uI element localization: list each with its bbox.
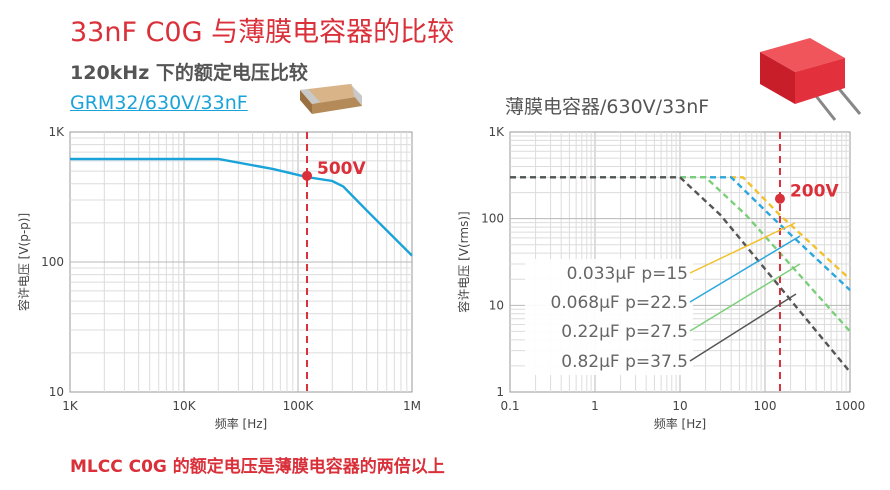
y-tick-label: 10 [489,298,504,312]
x-tick-label: 10K [172,399,196,413]
legend-box [525,259,693,375]
x-axis-label: 频率 [Hz] [215,416,268,431]
x-axis-label: 频率 [Hz] [654,416,707,431]
series-line [70,157,413,257]
y-tick-label: 1 [496,385,504,399]
series-line [510,176,851,281]
legend-leader-line [689,263,801,332]
mlcc-chip-icon [300,84,362,114]
series-line [510,176,851,333]
legend-entry: 0.068μF p=22.5 [550,293,688,313]
legend-leader-line [689,235,801,303]
x-tick-label: 1000 [835,399,866,413]
x-tick-label: 1M [403,399,421,413]
footer-note: MLCC C0G 的额定电压是薄膜电容器的两倍以上 [70,457,445,477]
x-tick-label: 1K [62,399,79,413]
mlcc-part-label: GRM32/630V/33nF [70,92,248,114]
x-tick-label: 0.1 [500,399,519,413]
x-tick-label: 1 [591,399,599,413]
subtitle: 120kHz 下的额定电压比较 [70,62,308,84]
legend-entry: 0.033μF p=15 [567,264,688,284]
y-axis-label: 容许电压 [V(rms)] [456,211,471,312]
page-title: 33nF C0G 与薄膜电容器的比较 [70,17,455,48]
series-line [510,176,851,373]
y-axis-label: 容许电压 [V(p-p)] [16,213,31,311]
x-tick-label: 100 [754,399,777,413]
marker-point [774,193,785,204]
film-cap-part-label: 薄膜电容器/630V/33nF [505,96,710,118]
legend-entry: 0.82μF p=37.5 [561,352,688,372]
y-tick-label: 100 [41,255,64,269]
y-tick-label: 1K [488,125,505,139]
x-tick-label: 10 [672,399,687,413]
mlcc-voltage-chart: 1K 10K 100K 1M 10 100 1K 频率 [Hz] 容许电压 [V(p-p)] 50… [16,125,421,431]
marker-point [302,170,313,181]
y-tick-label: 1K [48,125,65,139]
marker-label: 500V [317,159,366,179]
y-tick-label: 10 [49,385,64,399]
legend-entry: 0.22μF p=27.5 [561,322,688,342]
marker-label: 200V [790,182,839,202]
legend-leader-line [689,293,797,362]
x-tick-label: 100K [283,399,315,413]
film-capacitor-icon [760,38,862,121]
y-tick-label: 100 [481,212,504,226]
legend-leader-line [689,222,796,274]
